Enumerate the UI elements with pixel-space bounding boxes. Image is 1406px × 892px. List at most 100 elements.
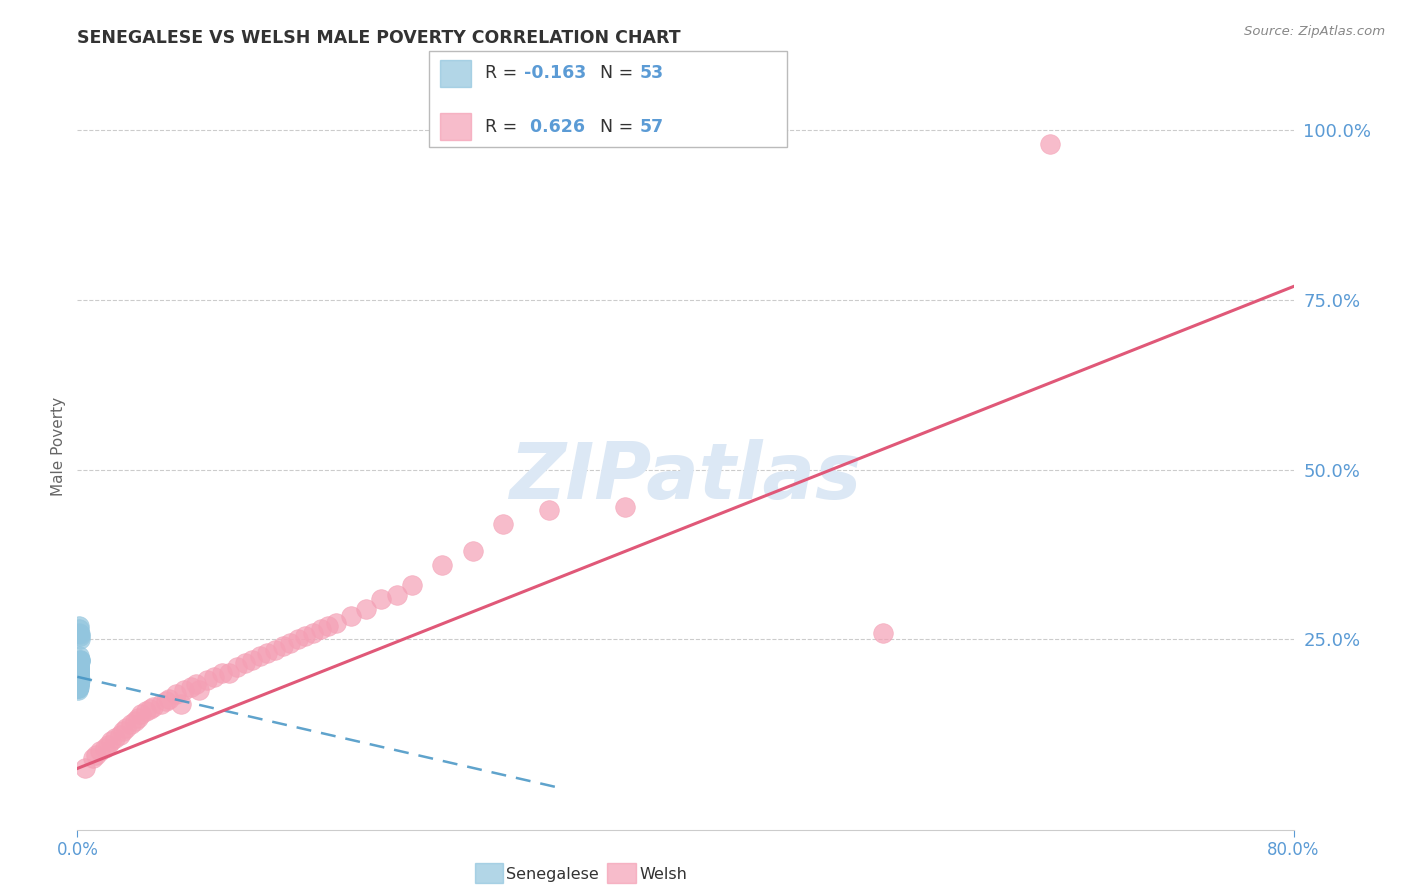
Point [340,608,363,623]
Point [294,629,316,643]
Point [165,687,187,701]
Point [461,544,484,558]
Text: R =: R = [485,64,523,82]
Text: SENEGALESE VS WELSH MALE POVERTY CORRELATION CHART: SENEGALESE VS WELSH MALE POVERTY CORRELA… [77,29,681,47]
Point [67,681,90,696]
Text: R =: R = [485,118,529,136]
Text: Welsh: Welsh [640,867,688,881]
Point [271,640,294,654]
Point [67,667,90,681]
Point [82,751,104,765]
Text: N =: N = [600,118,640,136]
Point [67,666,90,681]
Point [67,666,90,681]
Point [120,717,142,731]
Point [67,666,90,681]
Text: 53: 53 [640,64,664,82]
Point [325,615,347,630]
Point [157,691,180,706]
Point [67,659,90,673]
Point [155,693,177,707]
Point [401,578,423,592]
Point [180,680,202,694]
Point [211,666,233,681]
Point [67,622,90,636]
Point [111,724,134,739]
Point [67,625,90,640]
Point [67,665,90,679]
Point [67,673,90,688]
Point [264,642,287,657]
Point [67,669,90,683]
Point [184,676,207,690]
Point [872,625,894,640]
Point [67,658,90,673]
Point [492,517,515,532]
Point [233,657,256,671]
Text: Senegalese: Senegalese [506,867,599,881]
Text: Source: ZipAtlas.com: Source: ZipAtlas.com [1244,25,1385,38]
Point [67,679,90,693]
Point [127,710,149,724]
Point [67,676,90,690]
Point [67,683,90,698]
Text: N =: N = [600,64,640,82]
Point [67,663,90,677]
Point [302,625,325,640]
Point [316,619,339,633]
Point [67,674,90,689]
Point [170,697,193,711]
Point [69,653,91,667]
Point [67,659,90,673]
Point [537,503,560,517]
Point [67,649,90,664]
Point [256,646,278,660]
Point [115,721,138,735]
Point [195,673,218,688]
Point [67,681,90,696]
Point [67,661,90,675]
Point [100,734,122,748]
Point [67,681,90,696]
Point [188,683,211,698]
Point [67,665,90,679]
Point [69,657,91,671]
Point [67,670,90,684]
Point [67,680,90,694]
Point [67,619,90,633]
Point [67,670,90,684]
Point [104,731,127,745]
Point [67,679,90,693]
Point [73,762,96,776]
Point [67,657,90,671]
Point [69,653,91,667]
Point [135,704,157,718]
Point [69,629,91,643]
Point [139,702,162,716]
Point [67,658,90,673]
Text: 57: 57 [640,118,664,136]
Point [1039,136,1062,151]
Point [89,744,111,758]
Point [67,663,90,677]
Point [385,588,408,602]
Point [69,673,91,688]
Point [108,727,131,741]
Point [142,700,165,714]
Text: -0.163: -0.163 [524,64,586,82]
Point [67,672,90,686]
Point [67,680,90,694]
Point [129,707,152,722]
Y-axis label: Male Poverty: Male Poverty [51,396,66,496]
Point [67,675,90,690]
Point [613,500,636,514]
Point [67,667,90,681]
Text: ZIPatlas: ZIPatlas [509,439,862,515]
Point [124,714,146,728]
Point [67,663,90,677]
Point [84,747,107,762]
Point [287,632,309,647]
Point [149,697,172,711]
Point [67,680,90,694]
Text: 0.626: 0.626 [524,118,585,136]
